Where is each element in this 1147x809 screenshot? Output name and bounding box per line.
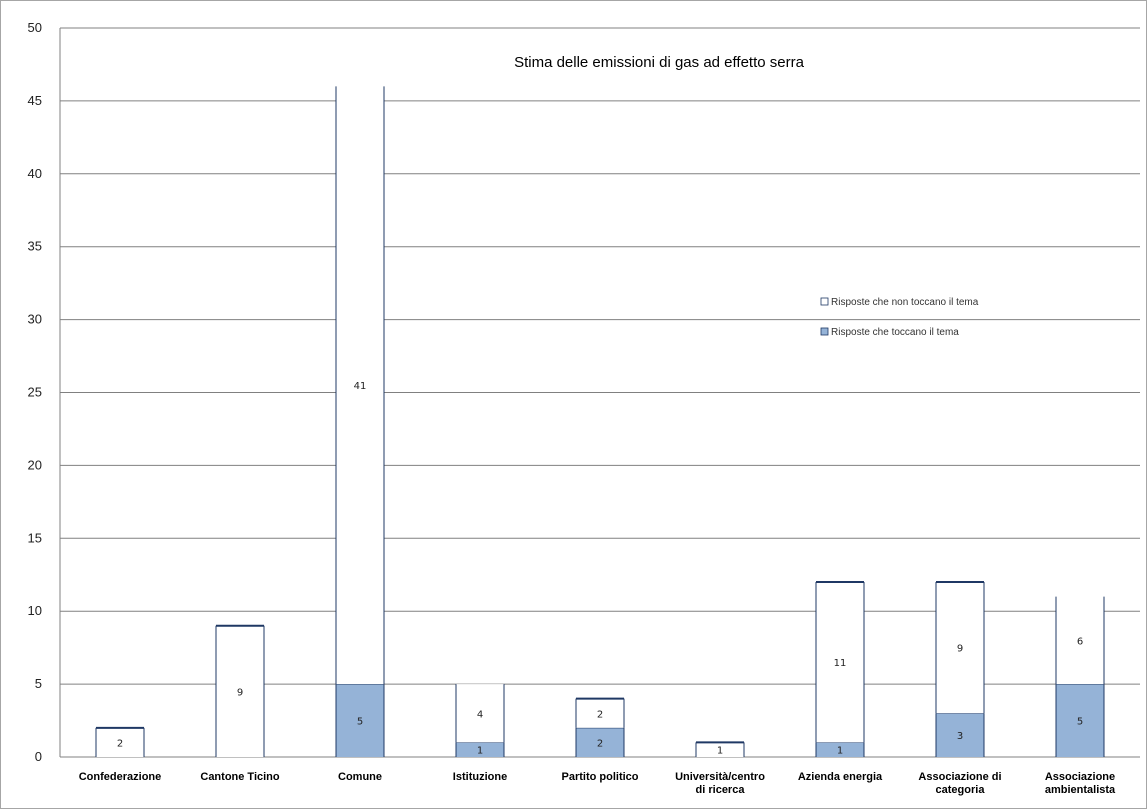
bar-fill [696, 742, 744, 757]
bar-fill [1056, 684, 1104, 757]
bar-segment: 11 [815, 581, 865, 743]
x-tick-label: ambientalista [1045, 784, 1116, 796]
bar-segment: 9 [935, 581, 985, 714]
y-tick-label: 50 [28, 20, 42, 35]
data-label: 1 [477, 746, 483, 757]
y-tick-label: 35 [28, 239, 42, 254]
bar-fill [456, 684, 504, 743]
bar-segment: 2 [95, 726, 145, 757]
bar-segment: 1 [455, 741, 505, 757]
bar-fill [936, 582, 984, 714]
bar-segment: 4 [455, 684, 505, 743]
data-label: 2 [597, 709, 603, 720]
data-label: 41 [354, 381, 367, 392]
x-tick-label: Partito politico [562, 771, 639, 783]
bar-segment: 1 [695, 741, 745, 757]
x-tick-label: di ricerca [696, 784, 746, 796]
data-label: 5 [1077, 717, 1083, 728]
bar-segment: 9 [215, 624, 265, 757]
x-tick-label: Cantone Ticino [200, 771, 280, 783]
legend-swatch [820, 327, 829, 336]
bar-fill [816, 582, 864, 743]
bar-fill [1056, 596, 1104, 685]
data-label: 5 [357, 717, 363, 728]
y-axis-ticks: 0 5 10 15 20 25 30 35 40 45 50 [28, 20, 42, 764]
x-axis-labels: Confederazione Cantone Ticino Comune Istitu… [79, 771, 1116, 796]
y-tick-label: 5 [35, 676, 42, 691]
y-tick-label: 20 [28, 457, 42, 472]
x-tick-label: Azienda energia [798, 771, 883, 783]
data-label: 4 [477, 709, 483, 720]
legend-label: Risposte che non toccano il tema [831, 297, 979, 308]
bar-fill [96, 727, 144, 757]
data-label: 2 [117, 738, 123, 749]
bar-fill [936, 713, 984, 757]
y-tick-label: 30 [28, 312, 42, 327]
bar-segment: 5 [335, 683, 385, 757]
data-label: 3 [957, 731, 963, 742]
bar-segment: 2 [575, 727, 625, 757]
data-label: 2 [597, 738, 603, 749]
chart-title: Stima delle emissioni di gas ad effetto … [514, 54, 805, 71]
bar-fill [576, 698, 624, 728]
legend-swatch [820, 297, 829, 306]
x-tick-label: Associazione di [918, 771, 1001, 783]
x-tick-label: categoria [936, 784, 986, 796]
y-tick-label: 0 [35, 749, 42, 764]
y-tick-label: 45 [28, 93, 42, 108]
bar-segment: 41 [335, 86, 385, 685]
data-label: 9 [957, 644, 963, 655]
bar-segment: 6 [1055, 596, 1105, 685]
data-label: 6 [1077, 636, 1083, 647]
x-tick-label: Confederazione [79, 771, 162, 783]
bar-fill [336, 684, 384, 757]
bar-segment: 5 [1055, 683, 1105, 757]
data-label: 1 [837, 746, 843, 757]
y-tick-label: 15 [28, 530, 42, 545]
y-tick-label: 25 [28, 385, 42, 400]
bar-segment: 3 [935, 712, 985, 757]
bar-fill [816, 742, 864, 757]
data-label: 9 [237, 687, 243, 698]
bar-fill [456, 742, 504, 757]
bar-segment: 1 [815, 741, 865, 757]
bar-fill [336, 86, 384, 685]
bar-fill [576, 727, 624, 757]
x-tick-label: Istituzione [453, 771, 507, 783]
x-tick-label: Comune [338, 771, 382, 783]
legend-label: Risposte che toccano il tema [831, 327, 959, 338]
x-tick-label: Associazione [1045, 771, 1115, 783]
bar-segment: 2 [575, 697, 625, 728]
legend: Risposte che non toccano il tema Risposte… [820, 297, 979, 338]
data-label: 1 [717, 746, 723, 757]
y-tick-label: 10 [28, 603, 42, 618]
data-label: 11 [834, 658, 847, 669]
bar-fill [216, 625, 264, 757]
x-tick-label: Università/centro [675, 771, 765, 783]
y-tick-label: 40 [28, 166, 42, 181]
